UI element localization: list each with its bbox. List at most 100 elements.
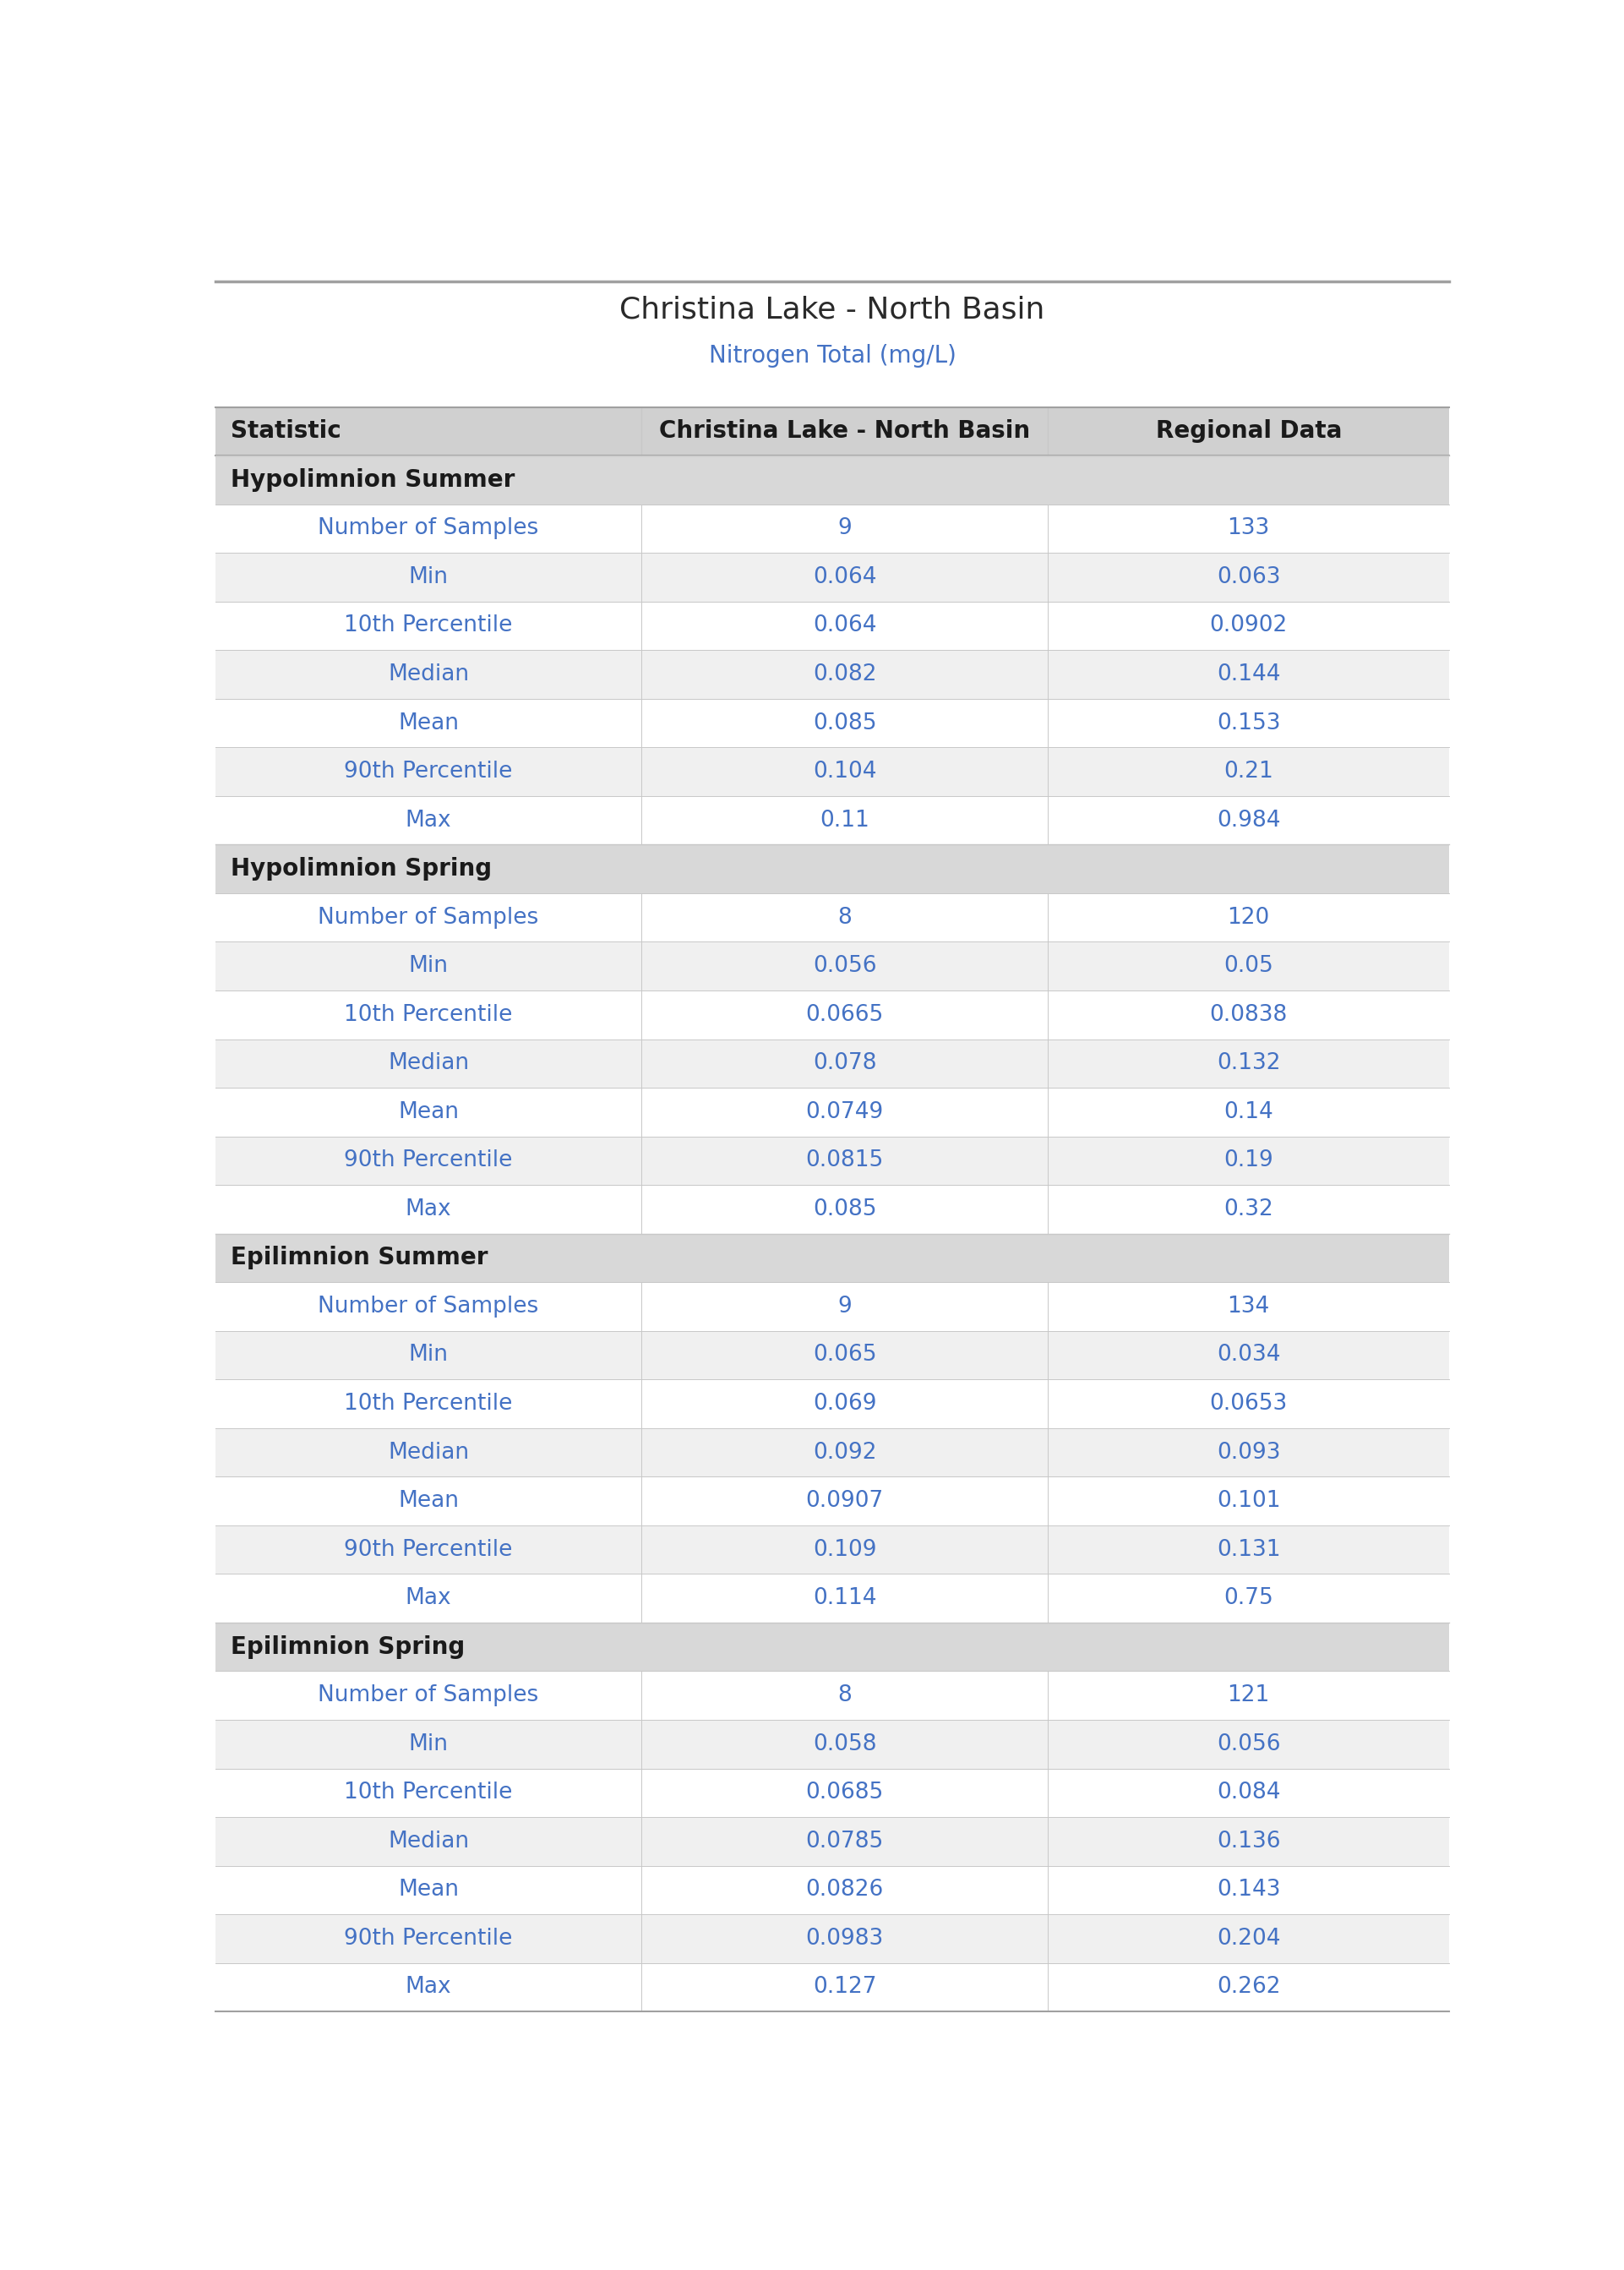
Text: 90th Percentile: 90th Percentile	[344, 760, 513, 783]
Text: 0.19: 0.19	[1224, 1149, 1273, 1171]
Text: Epilimnion Spring: Epilimnion Spring	[231, 1634, 464, 1659]
Text: 0.085: 0.085	[812, 1199, 877, 1221]
Bar	[216, 747, 1449, 797]
Text: Mean: Mean	[398, 1101, 458, 1124]
Text: 0.063: 0.063	[1216, 565, 1280, 588]
Text: 10th Percentile: 10th Percentile	[344, 1394, 513, 1414]
Text: 0.132: 0.132	[1216, 1053, 1280, 1074]
Text: Median: Median	[388, 663, 469, 686]
Bar	[216, 1283, 1449, 1330]
Text: 90th Percentile: 90th Percentile	[344, 1539, 513, 1559]
Text: Christina Lake - North Basin: Christina Lake - North Basin	[659, 420, 1030, 443]
Bar	[216, 1914, 1449, 1964]
Text: 0.0826: 0.0826	[806, 1880, 883, 1900]
Text: 0.204: 0.204	[1216, 1927, 1280, 1950]
Text: 0.084: 0.084	[1216, 1782, 1280, 1805]
Text: Hypolimnion Spring: Hypolimnion Spring	[231, 858, 492, 881]
Text: 0.14: 0.14	[1224, 1101, 1273, 1124]
Text: 0.0983: 0.0983	[806, 1927, 883, 1950]
Text: Number of Samples: Number of Samples	[318, 1296, 539, 1317]
Bar	[216, 1478, 1449, 1525]
Bar	[216, 554, 1449, 602]
Bar	[216, 406, 1449, 456]
Text: 0.0815: 0.0815	[806, 1149, 883, 1171]
Text: 9: 9	[838, 1296, 851, 1317]
Text: 9: 9	[838, 518, 851, 540]
Bar	[216, 649, 1449, 699]
Text: 0.0907: 0.0907	[806, 1489, 883, 1512]
Text: Mean: Mean	[398, 1489, 458, 1512]
Bar	[216, 990, 1449, 1040]
Text: Median: Median	[388, 1053, 469, 1074]
Bar	[216, 602, 1449, 649]
Bar	[216, 1137, 1449, 1185]
Text: 0.144: 0.144	[1216, 663, 1280, 686]
Text: Number of Samples: Number of Samples	[318, 1684, 539, 1707]
Text: Nitrogen Total (mg/L): Nitrogen Total (mg/L)	[708, 345, 957, 368]
Text: 0.065: 0.065	[812, 1344, 877, 1367]
Bar	[216, 892, 1449, 942]
Bar	[216, 1768, 1449, 1816]
Bar	[216, 844, 1449, 892]
Text: 0.069: 0.069	[812, 1394, 877, 1414]
Bar	[216, 797, 1449, 844]
Text: 0.131: 0.131	[1216, 1539, 1280, 1559]
Text: Christina Lake - North Basin: Christina Lake - North Basin	[620, 295, 1044, 325]
Text: 8: 8	[838, 1684, 851, 1707]
Text: Hypolimnion Summer: Hypolimnion Summer	[231, 468, 515, 493]
Text: 0.153: 0.153	[1216, 713, 1280, 733]
Text: 0.092: 0.092	[812, 1441, 877, 1464]
Text: 0.21: 0.21	[1224, 760, 1273, 783]
Text: 0.143: 0.143	[1216, 1880, 1280, 1900]
Bar	[216, 1428, 1449, 1478]
Text: 0.0653: 0.0653	[1210, 1394, 1288, 1414]
Text: 0.093: 0.093	[1216, 1441, 1280, 1464]
Text: 10th Percentile: 10th Percentile	[344, 1003, 513, 1026]
Bar	[216, 1816, 1449, 1866]
Bar	[216, 1525, 1449, 1573]
Text: 0.136: 0.136	[1216, 1830, 1280, 1852]
Text: 133: 133	[1228, 518, 1270, 540]
Text: 0.101: 0.101	[1216, 1489, 1280, 1512]
Text: 0.0749: 0.0749	[806, 1101, 883, 1124]
Text: 134: 134	[1228, 1296, 1270, 1317]
Text: Max: Max	[406, 810, 451, 831]
Text: 0.0685: 0.0685	[806, 1782, 883, 1805]
Bar	[216, 1573, 1449, 1623]
Text: 0.262: 0.262	[1216, 1977, 1280, 1998]
Text: Mean: Mean	[398, 713, 458, 733]
Text: Min: Min	[409, 1734, 448, 1755]
Text: Number of Samples: Number of Samples	[318, 518, 539, 540]
Text: 90th Percentile: 90th Percentile	[344, 1149, 513, 1171]
Text: 0.058: 0.058	[812, 1734, 877, 1755]
Text: 0.0665: 0.0665	[806, 1003, 883, 1026]
Text: 0.127: 0.127	[812, 1977, 877, 1998]
Text: Min: Min	[409, 956, 448, 976]
Text: 0.11: 0.11	[820, 810, 869, 831]
Text: 0.056: 0.056	[812, 956, 877, 976]
Text: 0.104: 0.104	[812, 760, 877, 783]
Text: 0.056: 0.056	[1216, 1734, 1280, 1755]
Text: Epilimnion Summer: Epilimnion Summer	[231, 1246, 487, 1269]
Bar	[216, 1964, 1449, 2011]
Text: 0.085: 0.085	[812, 713, 877, 733]
Bar	[216, 1233, 1449, 1283]
Bar	[216, 456, 1449, 504]
Bar	[216, 1671, 1449, 1721]
Text: Min: Min	[409, 1344, 448, 1367]
Text: 0.078: 0.078	[812, 1053, 877, 1074]
Text: Min: Min	[409, 565, 448, 588]
Text: Median: Median	[388, 1830, 469, 1852]
Bar	[216, 1040, 1449, 1087]
Text: 90th Percentile: 90th Percentile	[344, 1927, 513, 1950]
Text: Median: Median	[388, 1441, 469, 1464]
Bar	[216, 1330, 1449, 1380]
Text: 121: 121	[1228, 1684, 1270, 1707]
Bar	[216, 1087, 1449, 1137]
Bar	[216, 1866, 1449, 1914]
Text: 120: 120	[1228, 906, 1270, 928]
Text: Mean: Mean	[398, 1880, 458, 1900]
Text: 0.064: 0.064	[812, 615, 877, 638]
Bar	[216, 1721, 1449, 1768]
Text: 0.064: 0.064	[812, 565, 877, 588]
